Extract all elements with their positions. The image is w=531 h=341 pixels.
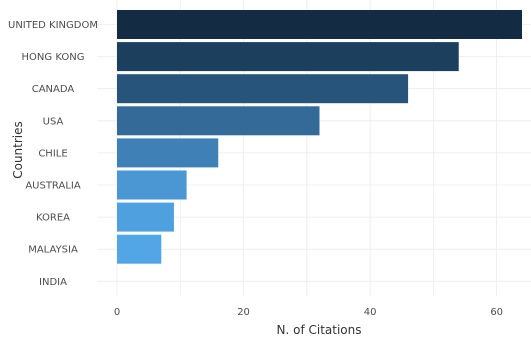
bar-korea [117, 202, 174, 232]
y-tick-label-australia: AUSTRALIA [25, 181, 81, 192]
bar-canada [117, 74, 409, 104]
bar-australia [117, 170, 187, 200]
x-tick-label-20: 20 [237, 307, 250, 318]
x-tick-label-40: 40 [364, 307, 377, 318]
y-tick-label-united-kingdom: UNITED KINGDOM [8, 20, 98, 31]
y-tick-label-malaysia: MALAYSIA [28, 245, 78, 256]
x-tick-label-0: 0 [114, 307, 120, 318]
x-tick-label-60: 60 [490, 307, 503, 318]
y-tick-label-usa: USA [43, 116, 64, 127]
bar-usa [117, 106, 320, 136]
bar-united-kingdom [117, 10, 522, 39]
bar-chile [117, 138, 219, 168]
bar-malaysia [117, 234, 162, 264]
x-tick-labels: 0 20 40 60 [114, 307, 503, 318]
y-tick-label-korea: KOREA [36, 213, 70, 224]
x-axis-title: N. of Citations [277, 323, 362, 337]
y-tick-label-canada: CANADA [32, 84, 75, 95]
bar-hong-kong [117, 42, 459, 72]
bars-layer [117, 10, 522, 264]
y-tick-label-chile: CHILE [38, 148, 67, 159]
y-tick-labels: UNITED KINGDOM HONG KONG CANADA USA CHILE AUS… [8, 20, 98, 288]
y-axis-title: Countries [11, 121, 25, 179]
y-tick-label-india: INDIA [39, 277, 67, 288]
y-tick-label-hong-kong: HONG KONG [22, 52, 85, 63]
